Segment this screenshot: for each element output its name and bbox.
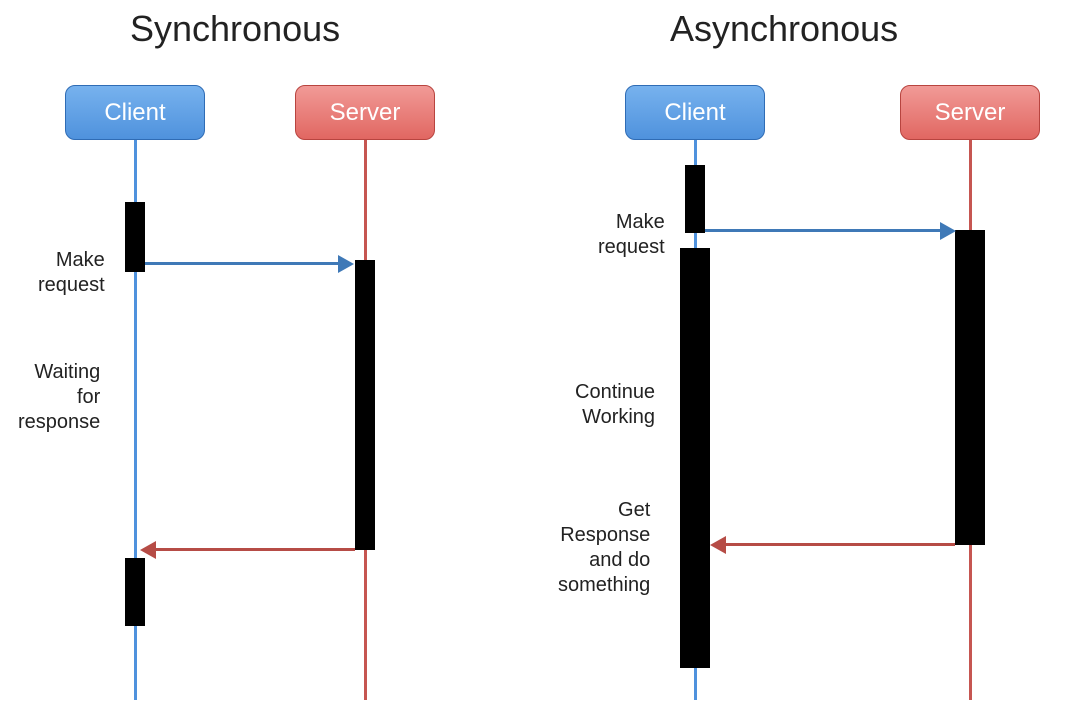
title-asynchronous: Asynchronous bbox=[670, 8, 898, 50]
label-make-request-sync: Make request bbox=[38, 248, 105, 298]
client-pill-sync: Client bbox=[65, 85, 205, 140]
request-arrow-async bbox=[705, 229, 945, 232]
client-pill-sync-label: Client bbox=[104, 99, 165, 127]
diagram-stage: Synchronous Client Server Make request W… bbox=[0, 0, 1078, 720]
response-arrow-async bbox=[725, 543, 955, 546]
client-activation-async-2 bbox=[680, 248, 710, 668]
client-pill-async: Client bbox=[625, 85, 765, 140]
server-pill-async-label: Server bbox=[935, 99, 1006, 127]
server-activation-sync bbox=[355, 260, 375, 550]
client-activation-async-1 bbox=[685, 165, 705, 233]
request-arrow-async-head bbox=[940, 222, 956, 240]
label-get-response-async: Get Response and do something bbox=[558, 498, 650, 598]
title-synchronous: Synchronous bbox=[130, 8, 340, 50]
label-make-request-async: Make request bbox=[598, 210, 665, 260]
response-arrow-sync bbox=[155, 548, 355, 551]
client-activation-sync-1 bbox=[125, 202, 145, 272]
request-arrow-sync-head bbox=[338, 255, 354, 273]
client-pill-async-label: Client bbox=[664, 99, 725, 127]
server-pill-async: Server bbox=[900, 85, 1040, 140]
label-continue-async: Continue Working bbox=[575, 380, 655, 430]
label-waiting-sync: Waiting for response bbox=[18, 360, 100, 435]
response-arrow-async-head bbox=[710, 536, 726, 554]
server-pill-sync-label: Server bbox=[330, 99, 401, 127]
server-activation-async bbox=[955, 230, 985, 545]
server-pill-sync: Server bbox=[295, 85, 435, 140]
client-activation-sync-2 bbox=[125, 558, 145, 626]
response-arrow-sync-head bbox=[140, 541, 156, 559]
request-arrow-sync bbox=[145, 262, 343, 265]
